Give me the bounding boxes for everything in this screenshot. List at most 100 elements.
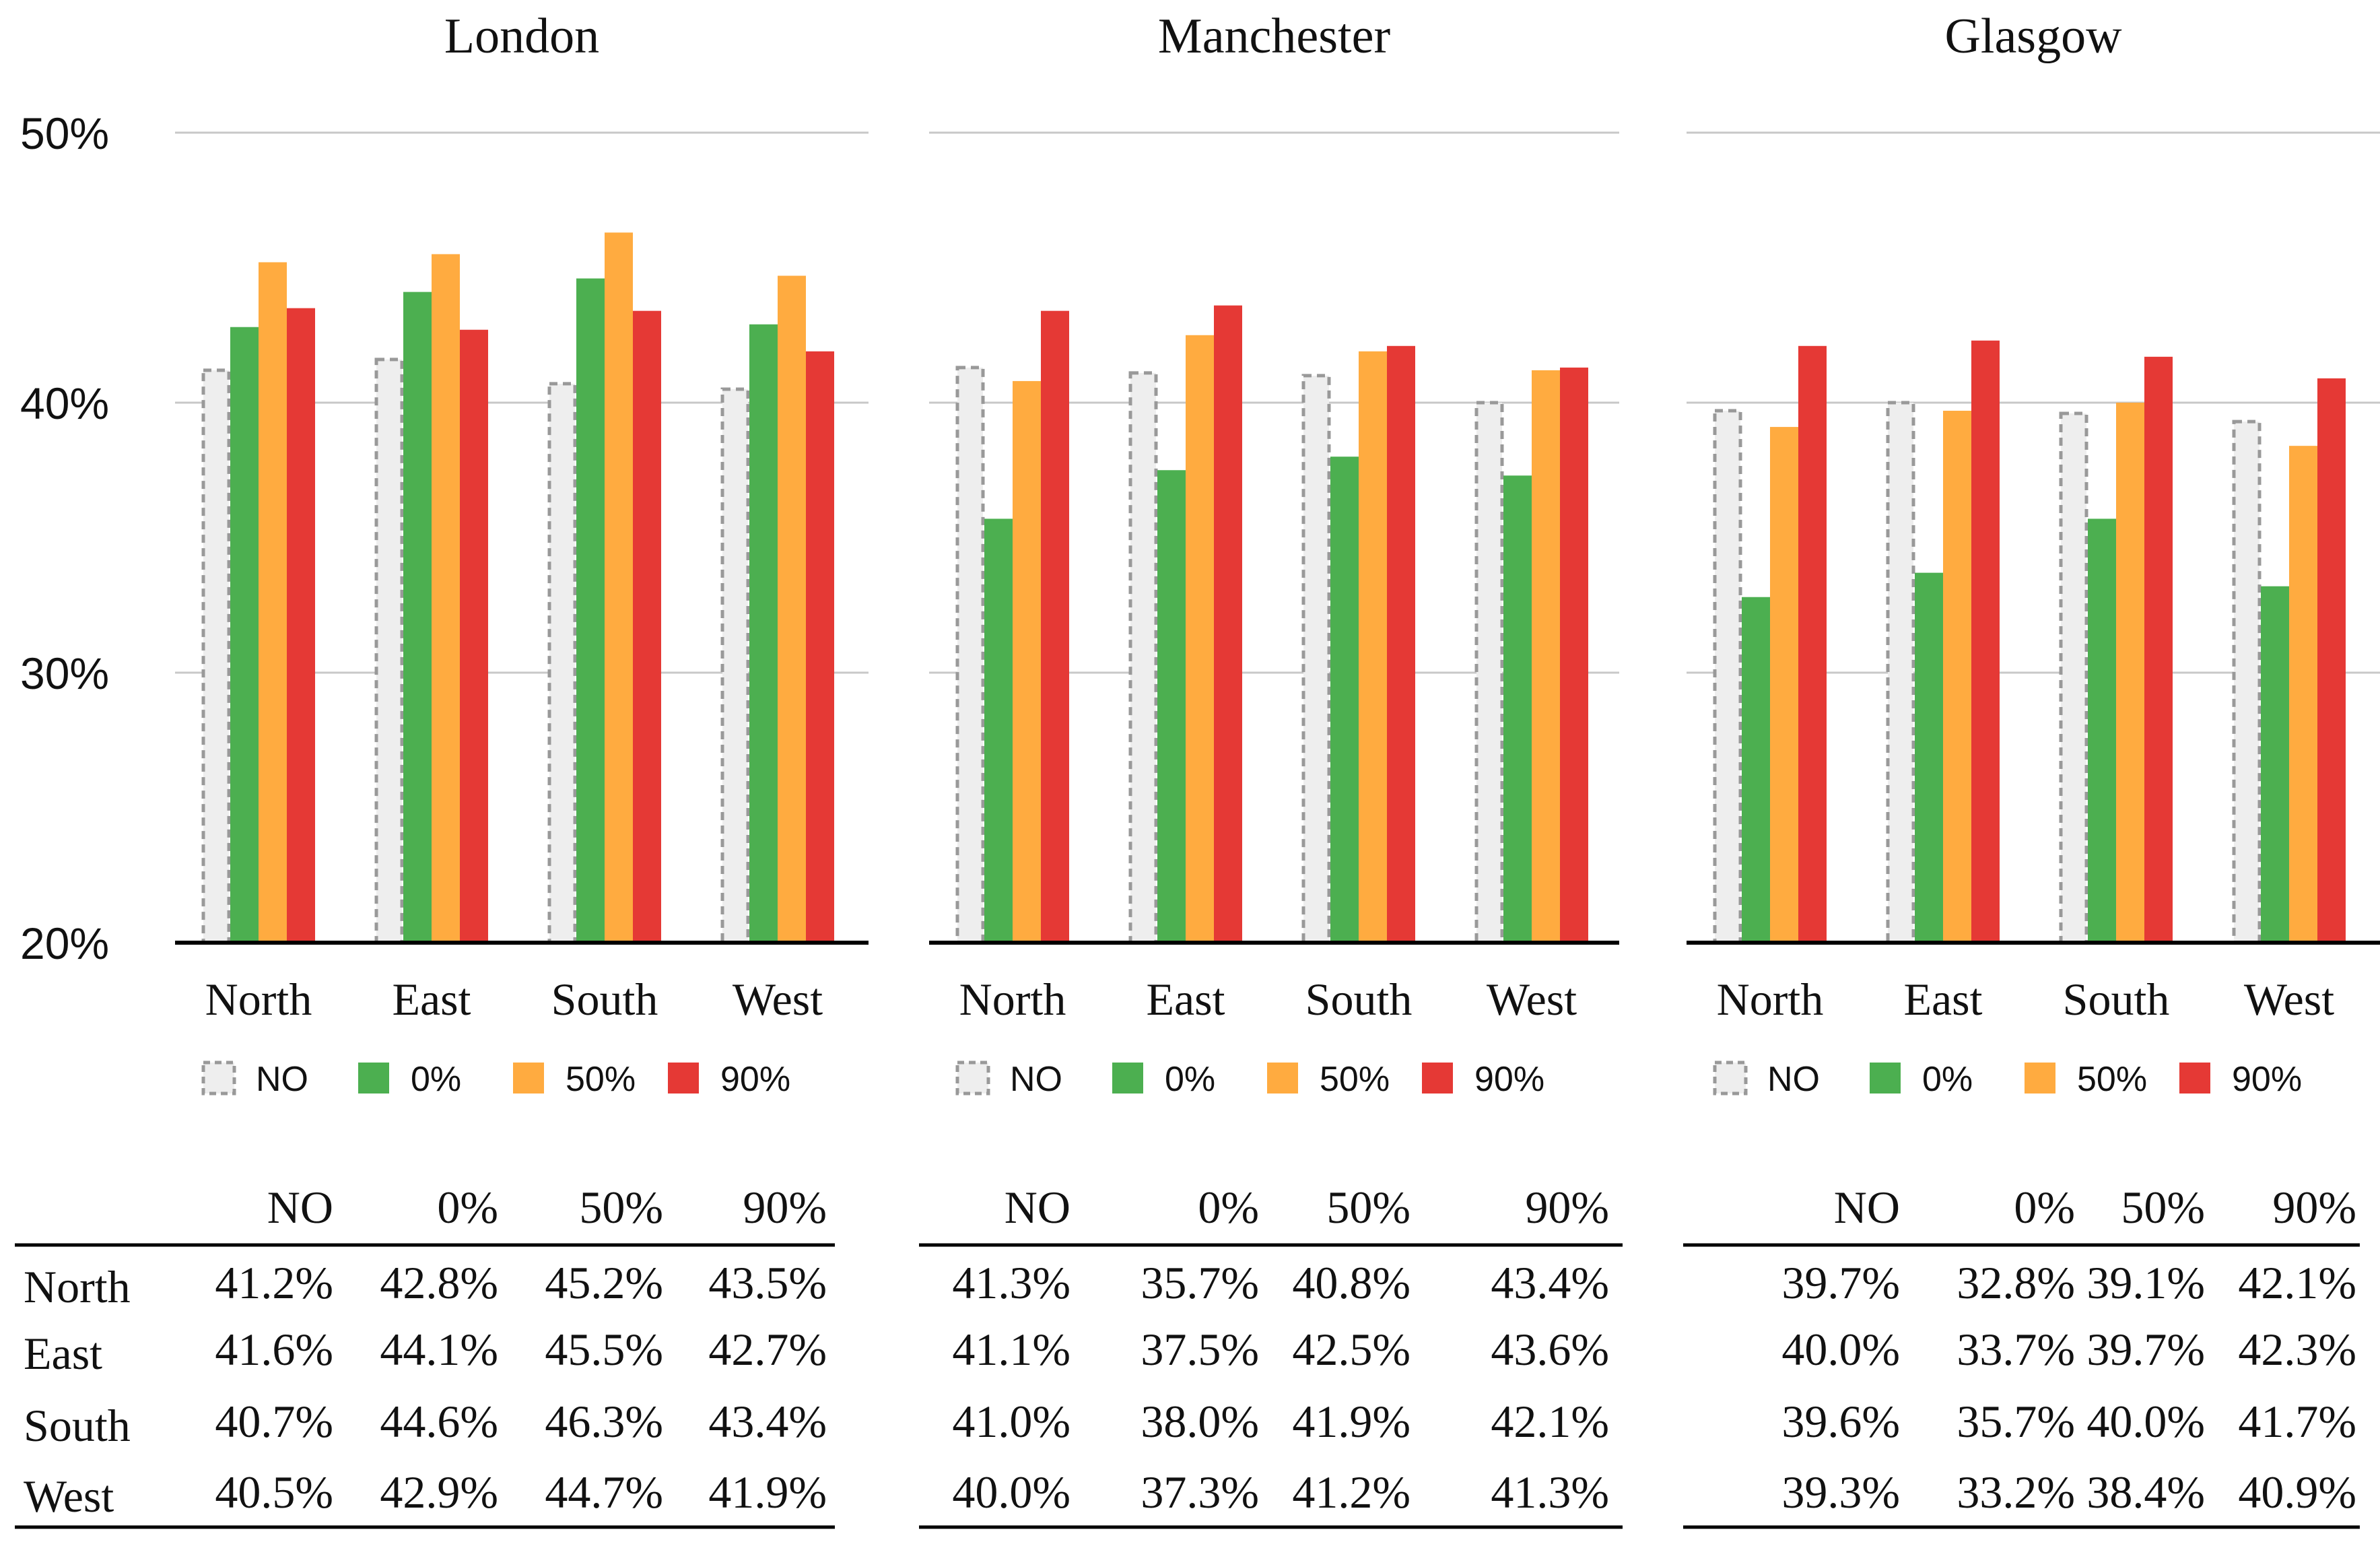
data-tables: NO 0% 50% 90% North 41.2% 42.8% 45.2% 43.5% East 4… xyxy=(15,1182,2360,1529)
table-cell: 37.3% xyxy=(1141,1467,1259,1518)
table-header: 90% xyxy=(743,1182,827,1233)
legend-label: 0% xyxy=(411,1060,461,1099)
y-tick-label: 40% xyxy=(20,378,109,428)
legend-label: NO xyxy=(256,1060,308,1099)
table-cell: 44.1% xyxy=(380,1324,498,1375)
legend-swatch-50pct xyxy=(1267,1063,1298,1093)
x-tick-label: West xyxy=(733,974,823,1025)
bar-london-west-90pct xyxy=(806,351,834,943)
table-cell: 41.3% xyxy=(1491,1467,1609,1518)
table-cell: 40.7% xyxy=(215,1396,333,1447)
y-axis-labels: 20% 30% 40% 50% xyxy=(20,108,109,968)
table-cell: 40.9% xyxy=(2238,1467,2356,1518)
legend-swatch-no xyxy=(201,1061,236,1096)
legend-label: 50% xyxy=(1320,1060,1390,1099)
legend-swatch-50pct xyxy=(513,1063,544,1093)
bar-london-east-no xyxy=(374,358,404,945)
legend-label: NO xyxy=(1010,1060,1062,1099)
table-cell: 41.6% xyxy=(215,1324,333,1375)
legend-swatch-no xyxy=(1713,1061,1748,1096)
table-row-label: North xyxy=(24,1261,131,1312)
panel-title: Glasgow xyxy=(1944,9,2122,64)
table-header: NO xyxy=(267,1182,333,1233)
legend-label: 90% xyxy=(720,1060,790,1099)
bar-manchester-west-no xyxy=(1474,401,1504,945)
bar-london-west-0pct xyxy=(749,324,778,943)
bar-london-north-0pct xyxy=(230,327,259,943)
data-table-london: NO 0% 50% 90% North 41.2% 42.8% 45.2% 43.5% East 4… xyxy=(15,1182,835,1529)
legend: NO 0% 50% 90% xyxy=(201,1060,790,1099)
table-cell: 41.0% xyxy=(952,1396,1070,1447)
table-cell: 43.6% xyxy=(1491,1324,1609,1375)
table-cell: 41.9% xyxy=(1292,1396,1410,1447)
table-cell: 45.2% xyxy=(545,1257,663,1308)
table-cell: 40.8% xyxy=(1292,1257,1410,1308)
x-tick-label: South xyxy=(2063,974,2170,1025)
bar-glasgow-east-90pct xyxy=(1971,340,2000,943)
table-row-label: East xyxy=(24,1328,102,1379)
table-cell: 45.5% xyxy=(545,1324,663,1375)
legend-label: 50% xyxy=(2077,1060,2147,1099)
bar-london-west-no xyxy=(720,387,750,945)
table-header: 50% xyxy=(579,1182,663,1233)
table-row-label: West xyxy=(24,1471,114,1522)
bar-london-south-90pct xyxy=(633,310,661,943)
table-cell: 35.7% xyxy=(1141,1257,1259,1308)
table-cell: 44.6% xyxy=(380,1396,498,1447)
bar-glasgow-east-0pct xyxy=(1915,572,1943,943)
table-cell: 46.3% xyxy=(545,1396,663,1447)
table-cell: 42.5% xyxy=(1292,1324,1410,1375)
table-cell: 42.7% xyxy=(708,1324,827,1375)
legend-label: 50% xyxy=(566,1060,636,1099)
table-header: 0% xyxy=(2014,1182,2075,1233)
data-table-glasgow: NO 0% 50% 90%39.7% 32.8% 39.1% 42.1%40.0% 33.7%… xyxy=(1683,1182,2360,1529)
bar-manchester-west-90pct xyxy=(1560,367,1588,943)
table-cell: 39.1% xyxy=(2086,1257,2205,1308)
table-cell: 40.0% xyxy=(2086,1396,2205,1447)
bar-london-south-0pct xyxy=(576,278,605,943)
bar-manchester-east-50pct xyxy=(1186,335,1214,943)
panel-title: Manchester xyxy=(1158,9,1390,64)
table-cell: 40.5% xyxy=(215,1467,333,1518)
table-header: 50% xyxy=(2121,1182,2205,1233)
bar-glasgow-south-0pct xyxy=(2088,518,2116,943)
table-cell: 37.5% xyxy=(1141,1324,1259,1375)
chart-panel-manchester: Manchester North East South West NO 0% 50% 90% xyxy=(929,9,1619,1099)
table-cell: 42.3% xyxy=(2238,1324,2356,1375)
bar-london-east-0pct xyxy=(403,292,432,943)
x-tick-label: East xyxy=(392,974,471,1025)
table-cell: 42.1% xyxy=(2238,1257,2356,1308)
table-cell: 39.3% xyxy=(1781,1467,1900,1518)
table-cell: 33.2% xyxy=(1957,1467,2075,1518)
bar-manchester-north-50pct xyxy=(1013,380,1041,943)
x-tick-label: East xyxy=(1903,974,1982,1025)
table-cell: 41.2% xyxy=(1292,1467,1410,1518)
bar-london-east-90pct xyxy=(460,329,488,943)
bar-manchester-north-90pct xyxy=(1041,310,1069,943)
legend-swatch-no xyxy=(955,1061,990,1096)
x-tick-label: East xyxy=(1146,974,1225,1025)
legend-label: 0% xyxy=(1165,1060,1215,1099)
legend-swatch-0pct xyxy=(1112,1063,1143,1093)
table-cell: 39.6% xyxy=(1781,1396,1900,1447)
table-cell: 42.9% xyxy=(380,1467,498,1518)
table-header: 90% xyxy=(1525,1182,1609,1233)
chart-panel-glasgow: Glasgow North East South West NO 0% 50% 90% xyxy=(1687,9,2380,1099)
bar-glasgow-south-50pct xyxy=(2116,403,2144,943)
bar-manchester-south-no xyxy=(1301,374,1331,945)
bar-manchester-east-90pct xyxy=(1214,305,1242,943)
table-header: 90% xyxy=(2272,1182,2356,1233)
bar-glasgow-north-90pct xyxy=(1798,345,1827,943)
legend-swatch-0pct xyxy=(358,1063,389,1093)
table-cell: 41.1% xyxy=(952,1324,1070,1375)
legend: NO 0% 50% 90% xyxy=(1713,1060,2302,1099)
bar-manchester-south-90pct xyxy=(1387,345,1415,943)
bar-glasgow-west-0pct xyxy=(2261,586,2289,943)
bar-london-north-90pct xyxy=(287,308,315,943)
legend-swatch-90pct xyxy=(1422,1063,1453,1093)
bar-glasgow-west-50pct xyxy=(2289,446,2317,943)
table-header: NO xyxy=(1834,1182,1900,1233)
table-cell: 39.7% xyxy=(1781,1257,1900,1308)
